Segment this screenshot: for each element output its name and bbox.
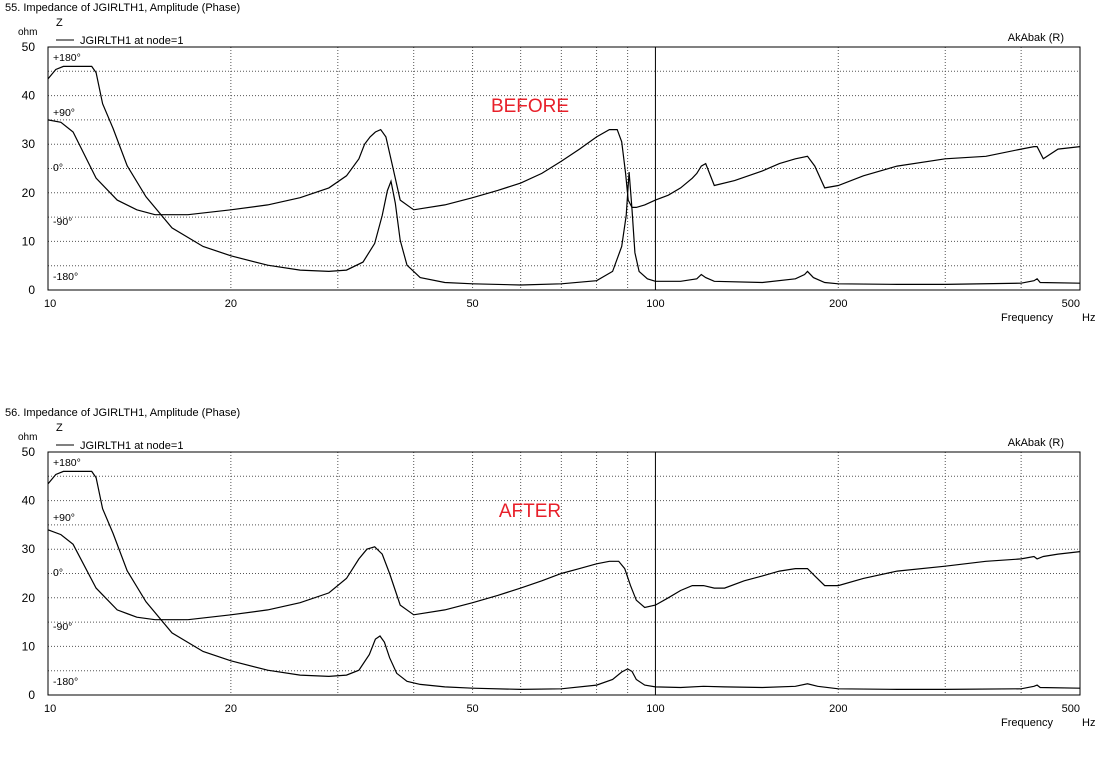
x-tick-label: 20 [225, 298, 237, 310]
chart-annotation: BEFORE [491, 96, 569, 117]
x-tick-label: 200 [829, 298, 847, 310]
y-tick-label: 0 [28, 688, 35, 702]
y-tick-label: 30 [22, 542, 36, 556]
x-tick-label: 10 [44, 298, 56, 310]
x-tick-label: 20 [225, 703, 237, 715]
impedance-chart-after: 56. Impedance of JGIRLTH1, Amplitude (Ph… [5, 407, 1095, 729]
y-tick-label: 40 [22, 89, 36, 103]
x-axis-label: Frequency [1001, 717, 1053, 729]
y-tick-label: 10 [22, 234, 36, 248]
y-tick-label: 50 [22, 40, 36, 54]
legend-label: JGIRLTH1 at node=1 [80, 35, 183, 47]
x-axis-unit: Hz [1082, 717, 1095, 729]
x-tick-label: 500 [1062, 298, 1080, 310]
x-axis-unit: Hz [1082, 312, 1095, 324]
phase-tick-label: -180° [53, 271, 78, 283]
phase-tick-label: 0° [53, 162, 63, 174]
x-tick-label: 200 [829, 703, 847, 715]
y-symbol: Z [56, 17, 63, 29]
chart-title: 56. Impedance of JGIRLTH1, Amplitude (Ph… [5, 407, 240, 419]
chart-annotation: AFTER [499, 501, 561, 522]
brand-label: AkAbak (R) [1008, 32, 1064, 44]
phase-tick-label: +180° [53, 457, 81, 469]
phase-tick-label: -90° [53, 216, 72, 228]
impedance-chart-before: 55. Impedance of JGIRLTH1, Amplitude (Ph… [5, 2, 1095, 324]
phase-tick-label: +90° [53, 107, 75, 119]
plot-frame [47, 46, 1081, 291]
impedance-curve [47, 119, 1081, 216]
y-tick-label: 0 [28, 283, 35, 297]
phase-tick-label: -90° [53, 621, 72, 633]
x-tick-label: 500 [1062, 703, 1080, 715]
y-unit: ohm [18, 432, 37, 443]
phase-curve [47, 65, 1081, 286]
impedance-curve [47, 529, 1081, 621]
chart-title: 55. Impedance of JGIRLTH1, Amplitude (Ph… [5, 2, 240, 14]
grid [48, 47, 1080, 290]
phase-tick-label: +180° [53, 52, 81, 64]
x-axis-label: Frequency [1001, 312, 1053, 324]
x-tick-label: 50 [466, 298, 478, 310]
x-tick-label: 10 [44, 703, 56, 715]
plot-frame [47, 451, 1081, 696]
legend-label: JGIRLTH1 at node=1 [80, 440, 183, 452]
y-tick-label: 10 [22, 639, 36, 653]
y-tick-label: 20 [22, 591, 36, 605]
y-symbol: Z [56, 422, 63, 434]
brand-label: AkAbak (R) [1008, 437, 1064, 449]
x-tick-label: 100 [646, 298, 664, 310]
phase-tick-label: +90° [53, 512, 75, 524]
x-tick-label: 100 [646, 703, 664, 715]
x-tick-label: 50 [466, 703, 478, 715]
y-tick-label: 30 [22, 137, 36, 151]
phase-curve [47, 470, 1081, 691]
y-unit: ohm [18, 27, 37, 38]
y-tick-label: 50 [22, 445, 36, 459]
y-tick-label: 40 [22, 494, 36, 508]
phase-tick-label: -180° [53, 676, 78, 688]
y-tick-label: 20 [22, 186, 36, 200]
phase-tick-label: 0° [53, 567, 63, 579]
grid [48, 452, 1080, 695]
